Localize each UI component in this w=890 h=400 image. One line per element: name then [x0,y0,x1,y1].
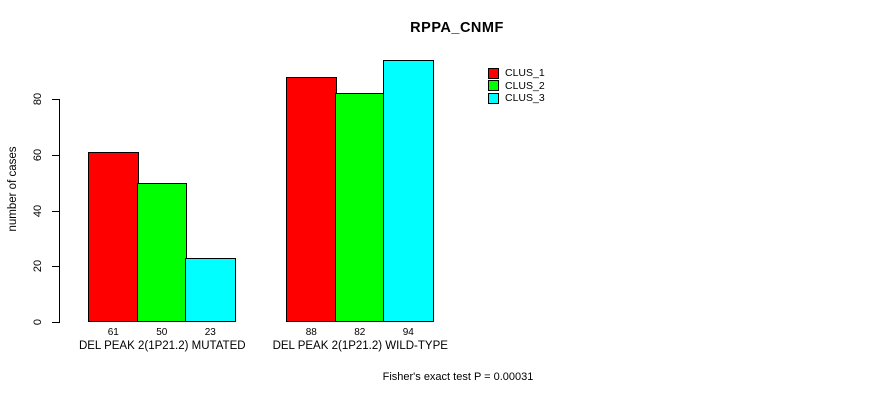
y-axis-label: number of cases [7,146,19,232]
legend-swatch-clus_3 [488,92,499,104]
bar-clus_2 [136,182,187,322]
bar-value-label: 94 [402,327,414,338]
y-axis-line [59,99,60,323]
y-tick-label: 60 [32,148,44,161]
legend-label: CLUS_1 [505,67,545,79]
y-tick-mark [52,99,59,100]
bar-value-label: 82 [354,327,366,338]
legend-item-clus_1: CLUS_1 [488,67,545,80]
bar-value-label: 23 [204,327,216,338]
legend-label: CLUS_3 [505,92,545,105]
y-tick-mark [52,154,59,156]
y-tick-label: 80 [32,92,44,106]
legend-swatch-clus_2 [488,80,499,92]
x-category-label: DEL PEAK 2(1P21.2) WILD-TYPE [272,340,448,352]
chart-title: RPPA_CNMF [410,20,504,36]
bar-value-label: 50 [156,327,168,338]
y-tick-mark [52,210,59,212]
x-category-label: DEL PEAK 2(1P21.2) MUTATED [78,340,246,352]
y-tick-mark [52,266,59,268]
y-tick-label: 0 [32,318,44,326]
legend-label: CLUS_2 [505,79,545,92]
bar-value-label: 61 [107,327,119,338]
bar-clus_1 [286,76,337,322]
annotation-text: Fisher's exact test P = 0.00031 [382,371,534,383]
bar-clus_3 [383,59,434,322]
y-tick-label: 40 [32,204,44,217]
bar-clus_1 [88,151,139,322]
bar-value-label: 88 [305,327,317,338]
legend-swatch-clus_1 [488,67,499,79]
y-tick-label: 20 [32,260,44,273]
legend-item-clus_2: CLUS_2 [488,79,545,92]
legend-item-clus_3: CLUS_3 [488,92,545,105]
y-tick-mark [52,322,59,323]
bar-clus_3 [185,257,236,322]
bar-clus_2 [334,93,385,322]
